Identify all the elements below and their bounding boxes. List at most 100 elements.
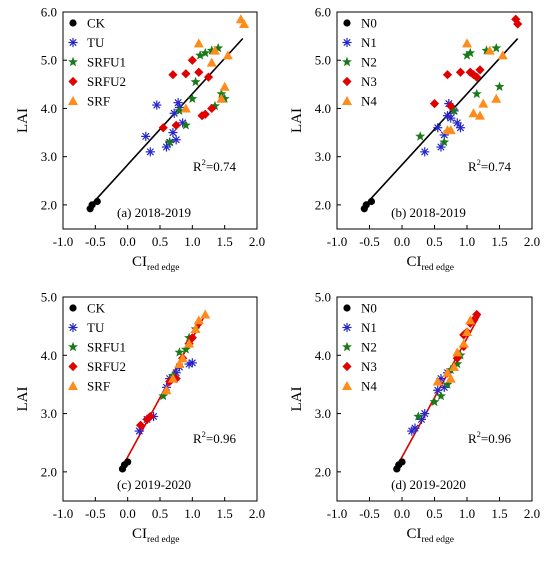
legend-label: N3 bbox=[361, 359, 377, 374]
data-point bbox=[167, 373, 178, 383]
legend-marker bbox=[342, 322, 352, 333]
data-point bbox=[436, 390, 446, 401]
y-tick-label: 2.0 bbox=[41, 464, 57, 479]
data-point bbox=[181, 69, 191, 79]
series-n0 bbox=[393, 458, 406, 473]
data-point bbox=[465, 315, 476, 325]
data-point bbox=[171, 135, 181, 145]
x-tick-label: 1.5 bbox=[217, 506, 233, 521]
series-n4 bbox=[442, 38, 508, 135]
data-point bbox=[174, 347, 185, 357]
data-point bbox=[455, 123, 466, 133]
x-tick-label: 0.5 bbox=[426, 506, 442, 521]
y-tick-label: 6.0 bbox=[41, 5, 57, 20]
legend-item: SRFU2 bbox=[68, 74, 126, 89]
data-point bbox=[209, 45, 220, 55]
data-point bbox=[93, 197, 101, 206]
data-point bbox=[190, 324, 201, 334]
legend-marker bbox=[343, 304, 351, 312]
data-point bbox=[367, 197, 376, 206]
legend-item: N0 bbox=[343, 301, 377, 316]
data-point bbox=[168, 70, 178, 80]
x-tick-label: 0.0 bbox=[394, 234, 410, 249]
series-srfu2 bbox=[158, 55, 217, 133]
legend: N0 N1 N2 N3 N4 bbox=[342, 16, 377, 109]
legend-marker bbox=[68, 37, 78, 48]
data-point bbox=[513, 19, 523, 29]
x-tick-label: -1.0 bbox=[53, 506, 74, 521]
data-point bbox=[174, 359, 185, 369]
x-tick-label: 1.0 bbox=[184, 234, 200, 249]
data-point bbox=[142, 414, 152, 424]
legend-label: N0 bbox=[361, 16, 377, 31]
data-point bbox=[207, 103, 217, 114]
legend-marker bbox=[342, 341, 352, 352]
data-point bbox=[173, 98, 183, 108]
series-srf bbox=[161, 309, 211, 395]
data-point bbox=[445, 125, 456, 135]
x-tick-label: 1.0 bbox=[459, 234, 475, 249]
x-tick-label: 2.0 bbox=[524, 234, 540, 249]
legend-label: SRFU1 bbox=[87, 340, 126, 355]
x-tick-label: 2.0 bbox=[524, 506, 540, 521]
data-point bbox=[152, 100, 162, 110]
series-n4 bbox=[432, 315, 476, 386]
x-tick-label: 1.5 bbox=[217, 234, 233, 249]
r-squared-annotation: R2=0.74 bbox=[468, 157, 512, 174]
y-axis-title: LAI bbox=[289, 108, 305, 133]
data-point bbox=[465, 47, 476, 58]
x-axis-title: CIred edge bbox=[132, 254, 179, 273]
data-point bbox=[177, 353, 188, 363]
data-point bbox=[442, 367, 453, 377]
y-tick-label: 3.0 bbox=[41, 149, 57, 164]
x-tick-label: -0.5 bbox=[359, 506, 380, 521]
x-tick-label: 1.0 bbox=[184, 506, 200, 521]
data-point bbox=[446, 101, 456, 111]
legend-marker bbox=[69, 304, 77, 312]
data-point bbox=[449, 361, 459, 371]
data-point bbox=[472, 309, 482, 320]
fit-line bbox=[362, 37, 519, 208]
data-point bbox=[213, 42, 224, 53]
data-point bbox=[446, 113, 456, 123]
data-point bbox=[475, 65, 485, 75]
data-point bbox=[491, 42, 502, 53]
data-point bbox=[410, 423, 420, 433]
data-point bbox=[219, 81, 230, 91]
data-point bbox=[475, 110, 485, 120]
data-point bbox=[491, 93, 502, 103]
data-point bbox=[216, 93, 227, 103]
y-tick-label: 3.0 bbox=[315, 149, 331, 164]
legend-item: N2 bbox=[342, 55, 377, 70]
x-tick-label: 1.5 bbox=[491, 506, 507, 521]
fit-line bbox=[88, 37, 244, 208]
data-point bbox=[210, 100, 220, 111]
data-point bbox=[193, 315, 204, 325]
legend-label: CK bbox=[87, 16, 106, 31]
data-point bbox=[141, 131, 151, 142]
chart-panel-2: -1.0 -0.5 0.0 0.5 1.0 1.5 2.0 2.0 3.0 4.0 5.0 6.0 LA… bbox=[289, 5, 540, 274]
data-point bbox=[462, 38, 472, 48]
legend-item: SRF bbox=[68, 94, 110, 109]
data-point bbox=[180, 344, 191, 354]
y-tick-label: 5.0 bbox=[315, 53, 331, 68]
legend-marker bbox=[68, 76, 78, 87]
panel-label: (a) 2018-2019 bbox=[117, 205, 191, 220]
data-point bbox=[200, 309, 211, 319]
legend-item: TU bbox=[68, 35, 105, 50]
data-point bbox=[462, 326, 472, 336]
data-point bbox=[136, 420, 146, 430]
series-n3 bbox=[429, 14, 523, 111]
data-point bbox=[420, 147, 430, 157]
y-tick-label: 4.0 bbox=[41, 101, 57, 116]
legend-marker bbox=[68, 56, 78, 67]
data-point bbox=[462, 50, 472, 60]
legend-marker bbox=[342, 56, 352, 67]
legend-item: TU bbox=[68, 320, 105, 335]
x-axis-title: CIred edge bbox=[407, 254, 454, 273]
legend-label: N1 bbox=[361, 320, 377, 335]
panel-label: (c) 2019-2020 bbox=[117, 477, 191, 492]
data-point bbox=[190, 76, 201, 87]
data-point bbox=[429, 99, 440, 109]
